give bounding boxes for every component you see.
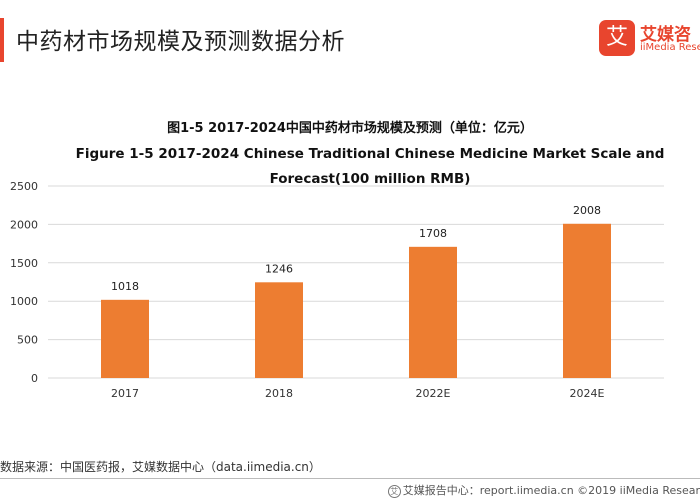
- chart-title: 图1-5 2017-2024中国中药材市场规模及预测（单位：亿元）: [167, 121, 533, 136]
- y-tick-label: 1000: [10, 295, 38, 308]
- x-tick-label: 2024E: [570, 387, 605, 400]
- x-tick-label: 2018: [265, 387, 293, 400]
- brand-logo: 艾 艾媒咨 iiMedia Resea: [597, 20, 700, 60]
- bars: [101, 223, 611, 378]
- x-tick-label: 2017: [111, 387, 139, 400]
- bar-2017: [101, 299, 149, 378]
- x-tick-label: 2022E: [416, 387, 451, 400]
- data-label: 1246: [265, 262, 293, 275]
- bar-2018: [255, 282, 303, 378]
- data-label: 1708: [419, 227, 447, 240]
- y-tick-label: 500: [17, 334, 38, 347]
- y-tick-label: 2000: [10, 218, 38, 231]
- grid-lines: [48, 185, 664, 379]
- bar-2024E: [563, 223, 611, 378]
- data-labels: 1018 1246 1708 2008: [111, 204, 601, 293]
- bar-2022E: [409, 246, 457, 378]
- data-label: 1018: [111, 280, 139, 293]
- data-source: 数据来源：中国医药报，艾媒数据中心（data.iimedia.cn）: [0, 460, 321, 474]
- y-tick-label: 2500: [10, 180, 38, 193]
- iimedia-logo-icon: 艾: [599, 20, 635, 56]
- y-tick-label: 0: [31, 372, 38, 385]
- chart-subtitle: Figure 1-5 2017-2024 Chinese Traditional…: [75, 146, 665, 187]
- title-accent-bar: [0, 18, 4, 62]
- footer: 艾艾媒报告中心：report.iimedia.cn ©2019 iiMedia …: [387, 482, 700, 498]
- data-label: 2008: [573, 204, 601, 217]
- footer-divider: [0, 478, 700, 479]
- footer-text: 艾媒报告中心：report.iimedia.cn ©2019 iiMedia R…: [402, 484, 700, 497]
- page-title: 中药材市场规模及预测数据分析: [16, 29, 345, 55]
- y-axis-ticks: 0 500 1000 1500 2000 2500: [10, 180, 38, 385]
- brand-subtitle: iiMedia Resea: [640, 42, 700, 53]
- x-axis-ticks: 2017 2018 2022E 2024E: [111, 387, 605, 400]
- brand-name: 艾媒咨: [640, 25, 691, 45]
- y-tick-label: 1500: [10, 257, 38, 270]
- footer-logo-icon: 艾: [387, 484, 401, 498]
